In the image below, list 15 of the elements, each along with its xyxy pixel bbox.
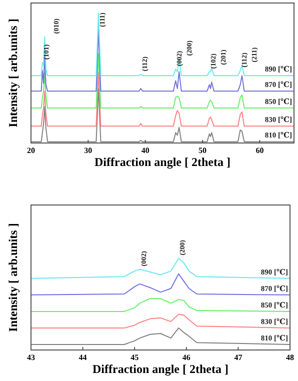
x-tick-label: 60 (256, 146, 264, 155)
y-axis-title: Intensity [ arb.units ] (6, 223, 20, 332)
x-tick-label: 43 (27, 353, 35, 362)
x-tick-label: 20 (27, 146, 35, 155)
x-tick-label: 30 (84, 146, 92, 155)
x-axis-title: Diffraction angle [ 2theta ] (92, 362, 228, 376)
x-tick-label: 50 (198, 146, 207, 155)
x-tick-label: 44 (78, 353, 87, 362)
x-axis-title: Diffraction angle [ 2theta ] (94, 155, 230, 169)
x-tick-label: 45 (130, 353, 139, 362)
y-axis-title: Intensity [ arb.units ] (6, 18, 20, 128)
x-tick-label: 47 (234, 353, 242, 362)
x-tick-label: 46 (182, 353, 190, 362)
x-tick-label: 48 (286, 353, 294, 362)
x-tick-label: 40 (141, 146, 150, 155)
